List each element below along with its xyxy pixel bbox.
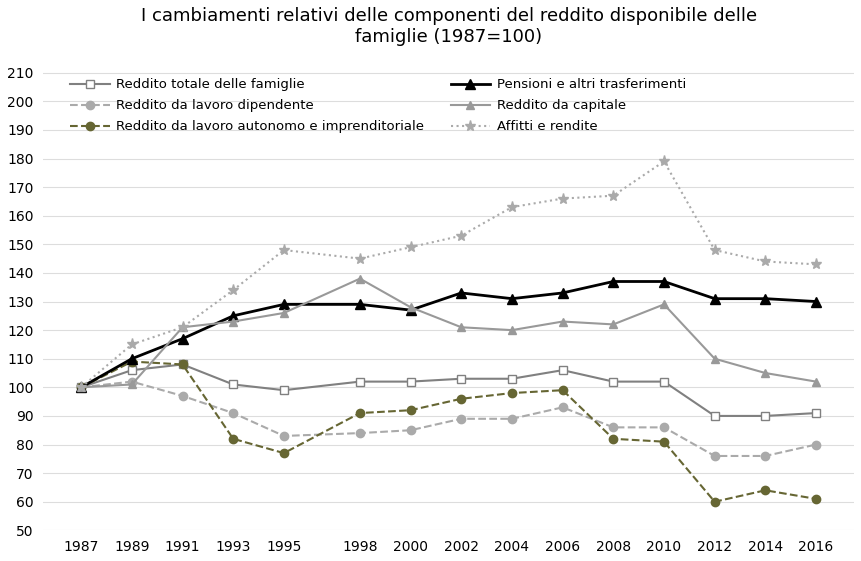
Pensioni e altri trasferimenti [406, 307, 416, 314]
Pensioni e altri trasferimenti [760, 295, 771, 302]
Reddito da lavoro autonomo e imprenditoriale [659, 438, 669, 445]
Reddito totale delle famiglie [760, 412, 771, 419]
Reddito totale delle famiglie [177, 361, 188, 368]
Reddito da capitale [709, 355, 720, 362]
Reddito da capitale [456, 324, 467, 330]
Reddito totale delle famiglie [279, 387, 289, 394]
Reddito totale delle famiglie [76, 384, 86, 390]
Line: Reddito totale delle famiglie: Reddito totale delle famiglie [77, 360, 821, 420]
Affitti e rendite [557, 195, 567, 202]
Reddito da capitale [659, 301, 669, 308]
Affitti e rendite [507, 204, 517, 210]
Reddito da lavoro dipendente [507, 416, 517, 422]
Reddito da lavoro dipendente [760, 453, 771, 459]
Reddito da lavoro dipendente [279, 433, 289, 439]
Affitti e rendite [406, 244, 416, 251]
Affitti e rendite [709, 247, 720, 254]
Reddito da lavoro autonomo e imprenditoriale [279, 450, 289, 457]
Reddito totale delle famiglie [406, 378, 416, 385]
Reddito da capitale [127, 381, 137, 388]
Affitti e rendite [127, 341, 137, 348]
Reddito totale delle famiglie [811, 410, 821, 416]
Pensioni e altri trasferimenti [279, 301, 289, 308]
Reddito da lavoro autonomo e imprenditoriale [811, 495, 821, 502]
Reddito da capitale [279, 310, 289, 316]
Reddito da capitale [406, 304, 416, 311]
Pensioni e altri trasferimenti [456, 289, 467, 296]
Pensioni e altri trasferimenti [76, 384, 86, 390]
Pensioni e altri trasferimenti [709, 295, 720, 302]
Reddito da lavoro autonomo e imprenditoriale [608, 435, 618, 442]
Reddito da lavoro dipendente [76, 384, 86, 390]
Pensioni e altri trasferimenti [608, 278, 618, 285]
Reddito da lavoro autonomo e imprenditoriale [709, 498, 720, 505]
Reddito da capitale [557, 318, 567, 325]
Reddito totale delle famiglie [557, 367, 567, 374]
Line: Affitti e rendite: Affitti e rendite [76, 156, 821, 393]
Reddito da lavoro autonomo e imprenditoriale [557, 387, 567, 394]
Reddito da lavoro autonomo e imprenditoriale [355, 410, 365, 416]
Reddito da capitale [228, 318, 238, 325]
Pensioni e altri trasferimenti [228, 312, 238, 319]
Affitti e rendite [76, 384, 86, 390]
Reddito da lavoro dipendente [177, 393, 188, 399]
Reddito totale delle famiglie [456, 375, 467, 382]
Reddito da capitale [811, 378, 821, 385]
Reddito da lavoro dipendente [811, 441, 821, 448]
Reddito da capitale [507, 327, 517, 333]
Affitti e rendite [177, 324, 188, 330]
Reddito da lavoro dipendente [228, 410, 238, 416]
Affitti e rendite [760, 258, 771, 265]
Reddito da capitale [608, 321, 618, 328]
Pensioni e altri trasferimenti [127, 355, 137, 362]
Pensioni e altri trasferimenti [177, 335, 188, 342]
Title: I cambiamenti relativi delle componenti del reddito disponibile delle
famiglie (: I cambiamenti relativi delle componenti … [140, 7, 757, 46]
Reddito da lavoro autonomo e imprenditoriale [406, 407, 416, 413]
Line: Pensioni e altri trasferimenti: Pensioni e altri trasferimenti [77, 277, 821, 392]
Line: Reddito da capitale: Reddito da capitale [77, 274, 821, 392]
Reddito da capitale [355, 275, 365, 282]
Affitti e rendite [228, 287, 238, 293]
Reddito da lavoro autonomo e imprenditoriale [228, 435, 238, 442]
Reddito da lavoro autonomo e imprenditoriale [760, 487, 771, 494]
Reddito da lavoro dipendente [709, 453, 720, 459]
Pensioni e altri trasferimenti [557, 289, 567, 296]
Affitti e rendite [608, 192, 618, 199]
Affitti e rendite [355, 255, 365, 262]
Pensioni e altri trasferimenti [507, 295, 517, 302]
Legend: Reddito totale delle famiglie, Reddito da lavoro dipendente, Reddito da lavoro a: Reddito totale delle famiglie, Reddito d… [66, 75, 690, 137]
Reddito da lavoro autonomo e imprenditoriale [127, 358, 137, 365]
Reddito totale delle famiglie [659, 378, 669, 385]
Reddito totale delle famiglie [228, 381, 238, 388]
Reddito da lavoro dipendente [456, 416, 467, 422]
Reddito da lavoro autonomo e imprenditoriale [177, 361, 188, 368]
Reddito da lavoro dipendente [659, 424, 669, 431]
Pensioni e altri trasferimenti [811, 298, 821, 305]
Reddito da capitale [76, 384, 86, 390]
Line: Reddito da lavoro autonomo e imprenditoriale: Reddito da lavoro autonomo e imprenditor… [77, 357, 821, 506]
Reddito totale delle famiglie [507, 375, 517, 382]
Reddito totale delle famiglie [127, 367, 137, 374]
Reddito da lavoro autonomo e imprenditoriale [456, 396, 467, 402]
Reddito totale delle famiglie [355, 378, 365, 385]
Pensioni e altri trasferimenti [355, 301, 365, 308]
Reddito da lavoro dipendente [406, 427, 416, 434]
Affitti e rendite [811, 261, 821, 268]
Reddito da lavoro autonomo e imprenditoriale [507, 390, 517, 397]
Reddito da lavoro dipendente [355, 430, 365, 436]
Affitti e rendite [456, 232, 467, 239]
Reddito da lavoro autonomo e imprenditoriale [76, 384, 86, 390]
Pensioni e altri trasferimenti [659, 278, 669, 285]
Line: Reddito da lavoro dipendente: Reddito da lavoro dipendente [77, 378, 821, 460]
Reddito totale delle famiglie [608, 378, 618, 385]
Reddito da lavoro dipendente [608, 424, 618, 431]
Affitti e rendite [279, 247, 289, 254]
Reddito da capitale [760, 370, 771, 376]
Reddito totale delle famiglie [709, 412, 720, 419]
Reddito da capitale [177, 324, 188, 330]
Reddito da lavoro dipendente [127, 378, 137, 385]
Reddito da lavoro dipendente [557, 404, 567, 411]
Affitti e rendite [659, 158, 669, 165]
